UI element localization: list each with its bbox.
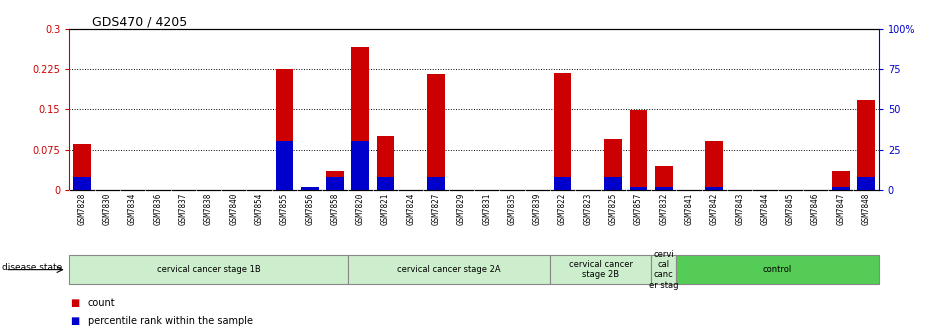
Bar [73,144,91,190]
Bar [630,110,648,190]
Bar [327,177,344,190]
Text: cervical cancer
stage 2B: cervical cancer stage 2B [569,260,633,279]
Text: cervi
cal
canc
er stag: cervi cal canc er stag [649,250,679,290]
Text: GSM7836: GSM7836 [154,193,163,225]
Bar [427,177,445,190]
Bar [352,141,369,190]
Bar [857,99,875,190]
Text: GSM7828: GSM7828 [78,193,87,225]
Text: GSM7858: GSM7858 [330,193,339,225]
Text: GSM7847: GSM7847 [836,193,845,225]
Text: GSM7848: GSM7848 [861,193,870,225]
Bar [630,186,648,190]
Bar [376,136,394,190]
Bar [352,47,369,190]
Text: GSM7843: GSM7843 [735,193,744,225]
Text: GSM7837: GSM7837 [179,193,188,225]
Text: GSM7821: GSM7821 [381,193,390,225]
Text: count: count [88,298,116,308]
Bar [276,69,293,190]
Text: cervical cancer stage 2A: cervical cancer stage 2A [397,265,500,274]
Bar [73,177,91,190]
Text: percentile rank within the sample: percentile rank within the sample [88,316,253,326]
Bar [651,255,676,284]
Bar [550,255,651,284]
Text: GSM7846: GSM7846 [811,193,820,225]
Bar [427,74,445,190]
Bar [276,141,293,190]
Text: cervical cancer stage 1B: cervical cancer stage 1B [156,265,260,274]
Text: GSM7857: GSM7857 [634,193,643,225]
Bar [676,255,879,284]
Bar [832,171,850,190]
Text: GSM7830: GSM7830 [103,193,112,225]
Text: GSM7827: GSM7827 [432,193,440,225]
Text: GSM7820: GSM7820 [356,193,364,225]
Text: GSM7835: GSM7835 [508,193,516,225]
Bar [327,171,344,190]
Text: disease state: disease state [2,263,62,271]
Text: GDS470 / 4205: GDS470 / 4205 [92,15,188,28]
Bar [301,186,318,190]
Text: GSM7845: GSM7845 [785,193,795,225]
Bar [706,186,723,190]
Text: GSM7831: GSM7831 [482,193,491,225]
Text: GSM7824: GSM7824 [406,193,415,225]
Text: GSM7823: GSM7823 [584,193,592,225]
Text: GSM7840: GSM7840 [229,193,239,225]
Bar [857,177,875,190]
Bar [348,255,550,284]
Text: GSM7854: GSM7854 [254,193,264,225]
Bar [706,141,723,190]
Text: GSM7841: GSM7841 [684,193,694,225]
Bar [376,177,394,190]
Text: GSM7825: GSM7825 [609,193,618,225]
Text: GSM7822: GSM7822 [558,193,567,225]
Bar [604,139,622,190]
Bar [655,166,672,190]
Bar [69,255,348,284]
Text: GSM7838: GSM7838 [204,193,213,225]
Text: GSM7844: GSM7844 [760,193,770,225]
Bar [604,177,622,190]
Text: GSM7834: GSM7834 [128,193,137,225]
Text: GSM7839: GSM7839 [533,193,542,225]
Text: GSM7832: GSM7832 [660,193,668,225]
Bar [554,73,572,190]
Bar [554,177,572,190]
Text: ■: ■ [70,298,80,308]
Text: ■: ■ [70,316,80,326]
Bar [655,186,672,190]
Text: GSM7842: GSM7842 [709,193,719,225]
Text: GSM7856: GSM7856 [305,193,314,225]
Bar [832,186,850,190]
Text: control: control [763,265,792,274]
Text: GSM7855: GSM7855 [280,193,289,225]
Text: GSM7829: GSM7829 [457,193,466,225]
